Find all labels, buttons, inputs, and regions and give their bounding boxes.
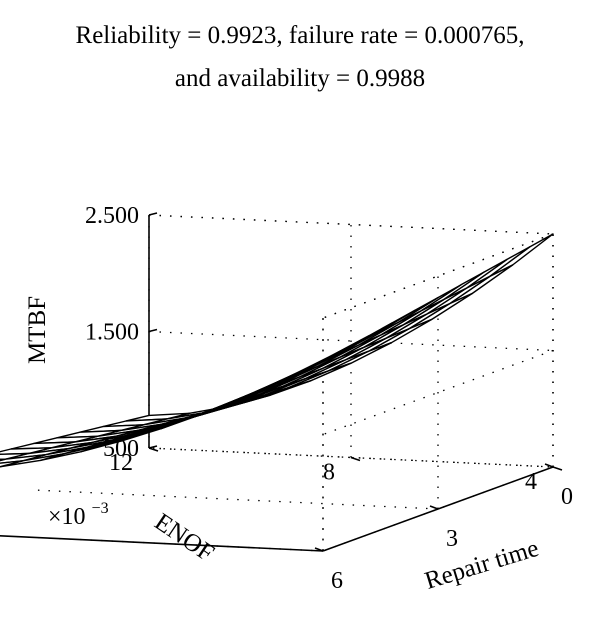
x-tick-mark [544, 463, 554, 468]
x-tick-label: 6 [331, 568, 343, 594]
surface-cell [0, 453, 64, 468]
y-tick-mark [552, 466, 563, 471]
y-axis-multiplier: ×10 −3 [48, 500, 109, 530]
y-tick-mark [148, 447, 159, 452]
z-tick-label: 500 [103, 436, 139, 462]
grid-line [148, 330, 554, 352]
y-multiplier-base: ×10 [48, 504, 86, 530]
chart-title-line-1: Reliability = 0.9923, failure rate = 0.0… [75, 22, 525, 49]
grid-line [148, 447, 554, 468]
z-tick-mark [148, 212, 158, 216]
y-axis-label: ENOF [150, 508, 219, 567]
chart-title-line-2: and availability = 0.9988 [174, 65, 426, 92]
z-axis-label: MTBF [24, 296, 51, 364]
z-tick-label: 2.500 [85, 203, 139, 229]
grid-line [148, 447, 554, 468]
y-multiplier-exponent: −3 [92, 500, 109, 517]
tick-labels: 500 1.500 2.500 4 8 12 0 3 6 [85, 203, 573, 594]
surface-cell [0, 452, 30, 461]
x-tick-label: 3 [446, 526, 458, 552]
z-tick-label: 1.500 [85, 320, 139, 346]
x-tick-label: 0 [561, 484, 573, 510]
x-tick-mark [429, 505, 439, 510]
surface-cell [0, 447, 53, 455]
y-tick-label: 8 [323, 460, 335, 486]
z-tick-mark [148, 328, 158, 333]
x-axis-line [0, 535, 324, 552]
axes-box [0, 212, 563, 552]
x-axis-label: Repair time [422, 535, 542, 595]
y-tick-label: 4 [525, 469, 537, 495]
surface-mesh [0, 233, 554, 468]
surface-cell [0, 458, 7, 462]
surface-cell [0, 460, 24, 468]
grid-line [33, 489, 439, 510]
grid-line [148, 214, 554, 235]
y-tick-mark [350, 456, 361, 462]
x-tick-mark [314, 547, 324, 552]
y-tick-label: 12 [109, 450, 133, 476]
surface-cell [0, 454, 47, 464]
